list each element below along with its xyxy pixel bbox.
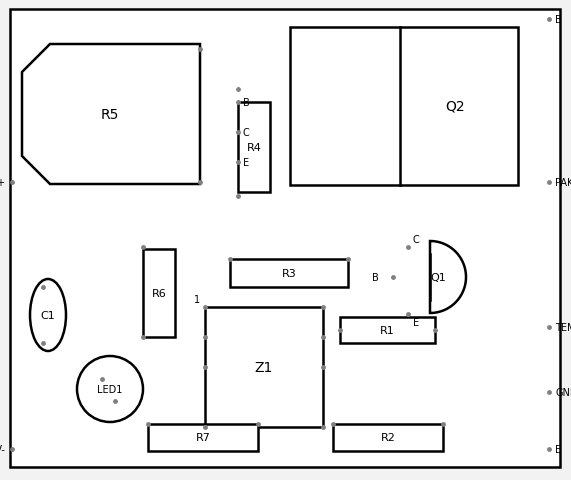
Text: R3: R3	[282, 268, 296, 278]
Text: C: C	[243, 128, 250, 138]
Text: C: C	[413, 235, 419, 244]
Text: R2: R2	[380, 432, 396, 442]
Text: B: B	[555, 15, 562, 25]
Text: E: E	[413, 317, 419, 327]
Bar	[340, 317, 435, 343]
Text: 1: 1	[194, 294, 200, 304]
Bar	[238, 103, 270, 192]
Text: 12V+: 12V+	[0, 178, 6, 188]
Text: R1: R1	[380, 325, 395, 336]
Bar	[205, 307, 323, 427]
Text: PAK+: PAK+	[555, 178, 571, 188]
Text: Z1: Z1	[255, 360, 273, 374]
Text: B: B	[372, 273, 379, 282]
Polygon shape	[430, 241, 466, 313]
Bar	[290, 28, 518, 186]
Text: R4: R4	[247, 143, 262, 153]
Text: E: E	[243, 157, 249, 168]
Bar	[143, 250, 175, 337]
Text: R6: R6	[152, 288, 166, 299]
Text: 12V-: 12V-	[0, 444, 6, 454]
Bar	[333, 424, 443, 451]
Text: Q2: Q2	[445, 100, 465, 114]
Circle shape	[77, 356, 143, 422]
Polygon shape	[22, 45, 200, 185]
Text: R7: R7	[195, 432, 211, 442]
Bar	[230, 260, 348, 288]
Text: GND: GND	[555, 387, 571, 397]
Text: R5: R5	[101, 108, 119, 122]
Text: E: E	[555, 444, 561, 454]
Bar	[148, 424, 258, 451]
Text: B: B	[243, 98, 250, 108]
Text: LED1: LED1	[97, 384, 123, 394]
Text: C1: C1	[41, 311, 55, 320]
Text: Q1: Q1	[430, 273, 446, 282]
Text: TEMP: TEMP	[555, 323, 571, 332]
Ellipse shape	[30, 279, 66, 351]
